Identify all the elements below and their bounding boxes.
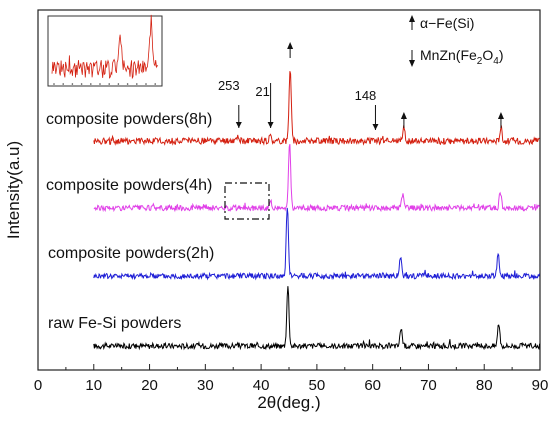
inset-plot bbox=[51, 14, 159, 85]
legend: α−Fe(Si) MnZn(Fe2O4) bbox=[409, 15, 503, 67]
x-tick-label: 10 bbox=[85, 377, 102, 394]
ferrite-arrowhead-icon bbox=[372, 124, 379, 130]
series-label: composite powders(2h) bbox=[48, 245, 214, 262]
x-axis-title: 2θ(deg.) bbox=[257, 393, 320, 412]
x-axis-ticks: 0 10 20 30 40 50 60 70 80 90 bbox=[34, 364, 549, 394]
series-label: composite powders(8h) bbox=[46, 111, 212, 128]
inset-tick-dot bbox=[71, 83, 74, 85]
inset-tick-dot bbox=[99, 83, 101, 85]
x-tick-label: 30 bbox=[197, 377, 214, 394]
x-tick-label: 70 bbox=[420, 377, 437, 394]
inset-frame bbox=[47, 15, 163, 87]
series-line bbox=[93, 286, 541, 351]
inset-tick-dot bbox=[154, 83, 156, 85]
y-axis-title: Intensity(a.u) bbox=[4, 141, 23, 239]
x-tick-label: 80 bbox=[476, 377, 493, 394]
series-label: raw Fe-Si powders bbox=[48, 315, 181, 332]
zoom-box bbox=[224, 182, 270, 220]
inset-tick-dot bbox=[80, 83, 83, 85]
alpha-fe-arrowhead-icon bbox=[400, 112, 407, 119]
inset-tick-dot bbox=[117, 83, 120, 85]
inset-tick-dot bbox=[126, 83, 129, 85]
series-layer: raw Fe-Si powders composite powders(2h) co… bbox=[46, 71, 541, 351]
peak-annotation: 21 bbox=[255, 84, 269, 99]
legend-label-mnzn-ferrite: MnZn(Fe2O4) bbox=[420, 47, 503, 67]
inset-tick-dot bbox=[90, 83, 92, 85]
alpha-fe-arrowhead-icon bbox=[497, 112, 504, 119]
legend-up-arrowhead-icon bbox=[409, 15, 415, 22]
x-tick-label: 0 bbox=[34, 377, 42, 394]
x-tick-label: 90 bbox=[532, 377, 549, 394]
x-tick-label: 60 bbox=[364, 377, 381, 394]
inset-tick-dot bbox=[108, 83, 110, 85]
series-line bbox=[93, 207, 541, 281]
marker-layer: 253 21 148 bbox=[218, 42, 504, 130]
peak-annotation: 148 bbox=[355, 88, 377, 103]
inset bbox=[47, 14, 163, 87]
legend-label-alpha-fe: α−Fe(Si) bbox=[420, 15, 474, 31]
ferrite-arrowhead-icon bbox=[235, 122, 242, 128]
inset-line bbox=[51, 14, 159, 80]
series-label: composite powders(4h) bbox=[46, 177, 212, 194]
series-line bbox=[93, 143, 541, 213]
x-tick-label: 50 bbox=[309, 377, 326, 394]
inset-tick-dot bbox=[136, 83, 138, 85]
legend-down-arrowhead-icon bbox=[409, 60, 415, 67]
x-tick-label: 40 bbox=[253, 377, 270, 394]
ferrite-arrowhead-icon bbox=[267, 122, 274, 128]
inset-tick-dot bbox=[53, 83, 55, 85]
inset-tick-dot bbox=[145, 83, 147, 85]
series-line bbox=[93, 71, 540, 146]
inset-tick-dot bbox=[62, 83, 64, 85]
alpha-fe-arrowhead-icon bbox=[287, 42, 294, 49]
peak-annotation: 253 bbox=[218, 78, 240, 93]
x-tick-label: 20 bbox=[141, 377, 158, 394]
